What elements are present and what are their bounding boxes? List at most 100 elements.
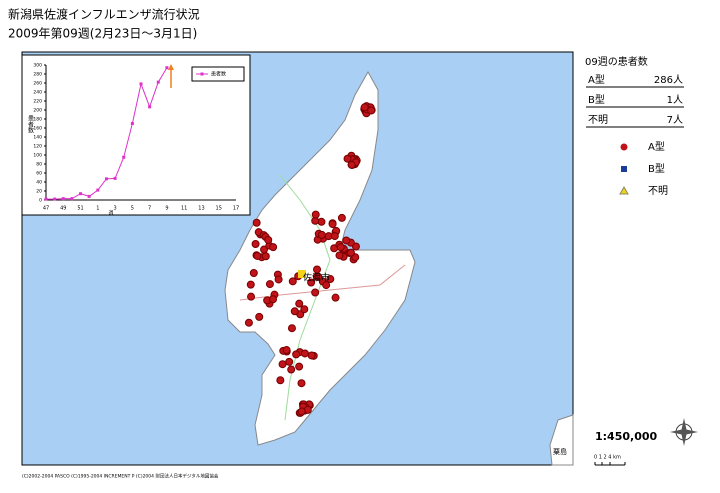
y-tick-label: 300 [33, 63, 42, 69]
island-label: 粟島 [553, 447, 567, 456]
dot [367, 106, 376, 115]
dot [317, 230, 326, 239]
point [139, 82, 143, 86]
x-tick-label: 9 [165, 206, 168, 212]
dot [297, 407, 306, 416]
y-tick-label: 180 [33, 117, 42, 123]
dot [249, 269, 258, 278]
x-tick-label: 5 [131, 206, 134, 212]
row-count: 1人 [667, 94, 683, 106]
scale-bar [594, 462, 626, 466]
inset-chart [21, 54, 251, 216]
y-axis-label: 患者数 [27, 114, 34, 134]
y-tick-label: 200 [33, 108, 42, 114]
dot [252, 218, 261, 227]
dot [244, 318, 253, 327]
dot [274, 275, 283, 284]
dot [360, 103, 369, 112]
legend-box [191, 66, 245, 82]
dot [247, 292, 256, 301]
dot [342, 236, 351, 245]
row-count: 286人 [654, 74, 683, 86]
dot [285, 357, 294, 366]
dot [265, 280, 274, 289]
dot [276, 376, 285, 385]
dot [311, 288, 320, 297]
x-tick-label: 47 [43, 206, 49, 212]
legend-swatch [200, 72, 204, 76]
point [44, 197, 48, 201]
dot [269, 243, 278, 252]
point [87, 194, 91, 198]
dot [347, 160, 356, 169]
dot [287, 324, 296, 333]
point [122, 155, 126, 159]
x-tick-label: 17 [233, 206, 239, 212]
copyright: (C)2002-2004 PASCO (C)1995-2004 INCREMEN… [22, 473, 219, 480]
dot [290, 307, 299, 316]
dot [328, 220, 337, 229]
scale-bar-label: 0 1 2 4 km [594, 455, 621, 461]
y-tick-label: 260 [33, 81, 42, 87]
x-tick-label: 15 [216, 206, 222, 212]
dot [300, 305, 309, 314]
dot [311, 210, 320, 219]
x-tick-label: 1 [96, 206, 99, 212]
dot [295, 362, 304, 371]
row-type: 不明 [588, 114, 608, 126]
dot [343, 154, 352, 163]
mainland [549, 414, 574, 466]
x-tick-label: 11 [181, 206, 187, 212]
point [156, 80, 160, 84]
dot [261, 252, 270, 261]
point [70, 197, 74, 201]
y-tick-label: 120 [33, 144, 42, 150]
dot [346, 248, 355, 257]
dot [282, 346, 291, 355]
x-tick-label: 3 [113, 206, 116, 212]
dot [307, 351, 316, 360]
marker-unknown [298, 270, 306, 278]
y-tick-label: 100 [33, 153, 42, 159]
arrow-head [168, 64, 174, 70]
dot [292, 350, 301, 359]
row-type: A型 [588, 73, 605, 86]
dot [330, 232, 339, 241]
scale: 1:450,000 [595, 430, 658, 443]
y-tick-label: 0 [39, 198, 42, 204]
legend-label: 不明 [648, 185, 668, 197]
dot [326, 275, 335, 284]
row-count: 7人 [667, 114, 683, 126]
dot [336, 243, 345, 252]
dot [278, 360, 287, 369]
legend-label: B型 [648, 162, 665, 175]
dot [287, 365, 296, 374]
dot [300, 349, 309, 358]
x-tick-label: 49 [60, 206, 66, 212]
title: 新潟県佐渡インフルエンザ流行状況 [8, 7, 200, 22]
row-type: B型 [588, 93, 605, 106]
dot [246, 280, 255, 289]
dot [255, 312, 264, 321]
x-axis-label: 週 [108, 210, 113, 217]
x-tick-label: 7 [148, 206, 151, 212]
legend-symbol [620, 143, 628, 151]
y-tick-label: 160 [33, 126, 42, 132]
panel-title: 09週の患者数 [585, 55, 648, 68]
point [96, 188, 100, 192]
dot [337, 213, 346, 222]
y-tick-label: 240 [33, 90, 42, 96]
patient-dots [244, 102, 376, 417]
chart: 0 20 40 60 80 100 120 140 160 180 200 220 240 260 280 3… [27, 63, 245, 217]
y-tick-label: 220 [33, 99, 42, 105]
y-tick-label: 40 [36, 180, 42, 186]
dot [297, 379, 306, 388]
dot [307, 278, 316, 287]
x-tick-label: 51 [77, 206, 83, 212]
dot [295, 299, 304, 308]
subtitle: 2009年第09週(2月23日～3月1日) [8, 27, 197, 41]
dot [253, 251, 262, 260]
y-tick-label: 140 [33, 135, 42, 141]
